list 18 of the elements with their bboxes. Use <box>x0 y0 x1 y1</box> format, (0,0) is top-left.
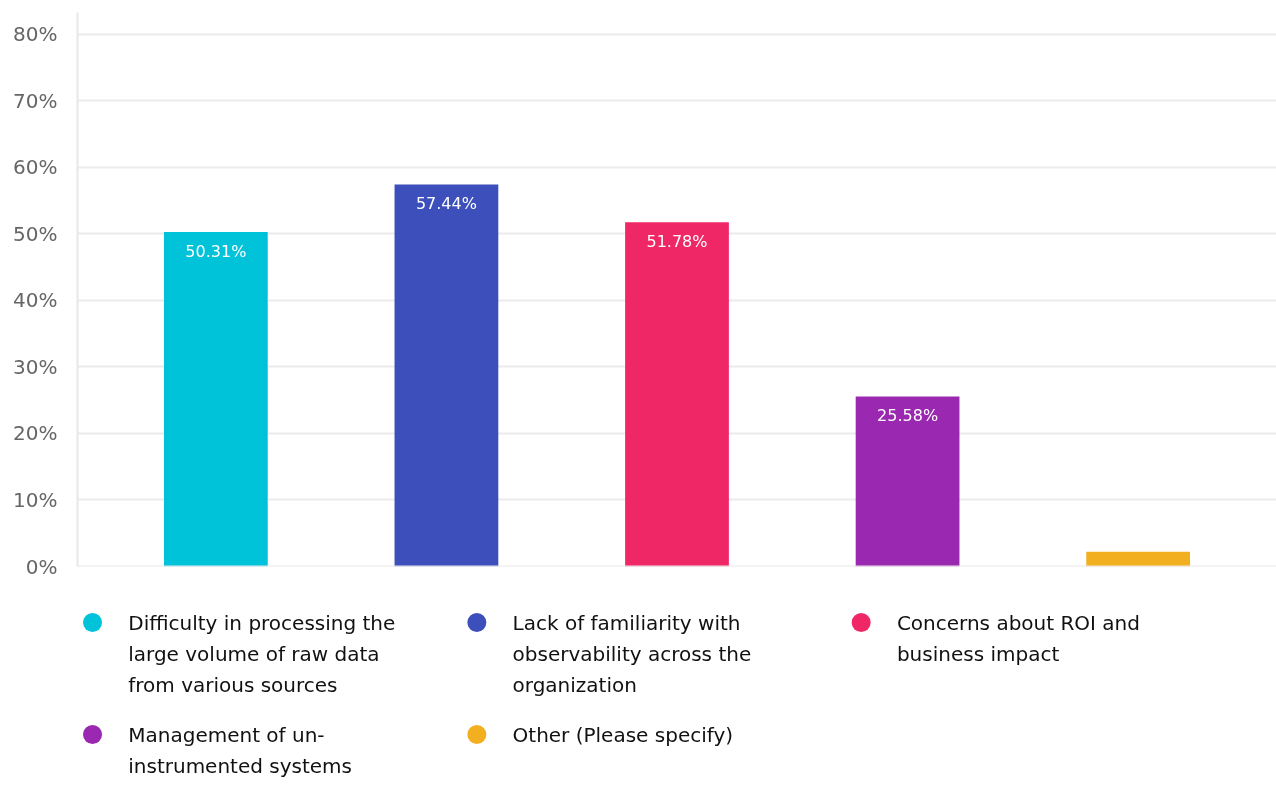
y-tick-label: 10% <box>13 487 58 512</box>
data-label: 57.44% <box>415 194 477 214</box>
y-tick-label: 30% <box>13 354 58 379</box>
data-label: 50.31% <box>185 241 247 261</box>
y-tick-label: 70% <box>13 88 58 113</box>
y-tick-label: 20% <box>13 421 58 446</box>
y-tick-label: 50% <box>13 221 58 246</box>
y-tick-label: 60% <box>13 155 58 180</box>
legend-label: Concerns about ROI and business impact <box>896 610 1140 666</box>
y-tick-label: 80% <box>13 22 58 47</box>
legend-label: Lack of familiarity with observability across the organization <box>512 610 752 697</box>
legend-label: Difficulty in processing the large volume of raw data from various sources <box>128 610 396 697</box>
legend-label: Management of un-instrumented systems <box>128 722 353 778</box>
data-label: 25.58% <box>877 406 939 426</box>
data-label: 51.78% <box>646 232 708 252</box>
legend-label: Other (Please specify) <box>512 722 734 747</box>
y-tick-label: 0% <box>25 554 58 579</box>
y-tick-label: 40% <box>13 288 58 313</box>
